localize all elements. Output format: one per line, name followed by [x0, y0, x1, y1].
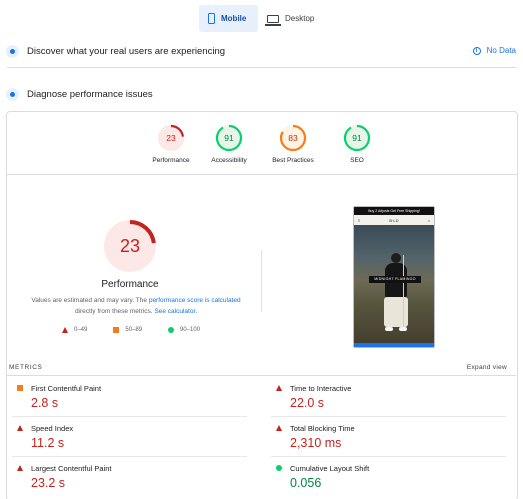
diagnose-title: Diagnose performance issues [27, 88, 153, 100]
triangle-icon [62, 327, 68, 333]
note-text-2: directly from these metrics. [74, 308, 153, 315]
score-legend: 0–49 50–89 90–100 [62, 327, 226, 333]
performance-gauge [157, 124, 185, 152]
diagnose-section-header: Diagnose performance issues [0, 84, 523, 104]
fail-triangle-icon [17, 465, 23, 471]
device-tabs: Mobile Desktop [199, 5, 323, 32]
preview-hero-image [354, 225, 434, 347]
accessibility-gauge [215, 124, 243, 152]
legend-pass: 90–100 [168, 327, 200, 333]
golf-club [403, 255, 404, 327]
metric-value: 2.8 s [31, 396, 59, 410]
tab-desktop-label: Desktop [285, 14, 315, 23]
phone-icon [208, 13, 215, 24]
category-seo[interactable]: 91 SEO [327, 124, 387, 164]
fail-triangle-icon [276, 385, 282, 391]
performance-score: 23 [166, 133, 176, 143]
category-best-practices[interactable]: 83 Best Practices [263, 124, 323, 164]
note-text-1: Values are estimated and may vary. The [31, 297, 148, 304]
metric-value: 11.2 s [31, 436, 65, 450]
circle-icon [168, 327, 175, 333]
lab-data-icon [6, 87, 19, 101]
metric-value: 22.0 s [290, 396, 325, 410]
legend-fail: 0–49 [62, 327, 87, 333]
metric-cumulative-layout-shift: Cumulative Layout Shift 0.056 [266, 457, 511, 497]
preview-logo: B·LD [389, 217, 399, 223]
card-divider [7, 174, 517, 175]
metric-value: 2,310 ms [290, 436, 342, 450]
seo-label: SEO [350, 157, 364, 164]
seo-score: 91 [352, 133, 362, 143]
legend-fail-range: 0–49 [74, 327, 88, 333]
discover-section-header: Discover what your real users are experi… [0, 41, 523, 61]
category-performance[interactable]: 23 Performance [141, 124, 201, 164]
seo-gauge [343, 124, 371, 152]
performance-main-title: Performance [101, 279, 159, 290]
performance-main-ring [104, 220, 156, 272]
accessibility-label: Accessibility [211, 157, 247, 164]
see-calculator-link[interactable]: See calculator. [154, 308, 198, 315]
info-icon: i [472, 46, 481, 55]
preview-banner: Buy 2 Adjusts Get Free Shipping! [354, 207, 434, 215]
expand-view-toggle[interactable]: Expand view [466, 364, 507, 371]
fail-triangle-icon [17, 425, 23, 431]
best-practices-gauge [279, 124, 307, 152]
score-calculated-link[interactable]: performance score is calculated [148, 297, 241, 304]
legend-pass-range: 90–100 [180, 327, 201, 333]
square-icon [113, 327, 120, 333]
category-accessibility[interactable]: 91 Accessibility [199, 124, 259, 164]
metric-label: Time to Interactive [290, 384, 352, 393]
metric-label: Speed Index [31, 424, 74, 433]
best-practices-score: 83 [288, 133, 298, 143]
fail-triangle-icon [276, 425, 282, 431]
tab-mobile[interactable]: Mobile [199, 5, 258, 32]
desktop-icon [265, 14, 281, 26]
metric-largest-contentful-paint: Largest Contentful Paint 23.2 s [7, 457, 252, 497]
pass-circle-icon [276, 465, 282, 471]
metric-total-blocking-time: Total Blocking Time 2,310 ms [266, 417, 511, 457]
metric-label: Total Blocking Time [290, 424, 355, 433]
metric-label: First Contentful Paint [31, 384, 102, 393]
metrics-divider [7, 375, 516, 376]
cart-icon: ⌂ [427, 217, 430, 223]
field-data-icon [6, 44, 19, 58]
performance-label: Performance [152, 157, 190, 164]
menu-icon: ≡ [358, 217, 361, 223]
tab-mobile-label: Mobile [221, 14, 247, 23]
report-card: 23 Performance 91 Accessibility 83 Best … [6, 111, 518, 499]
metric-value: 0.056 [290, 476, 322, 490]
no-data-label: No Data [486, 46, 516, 55]
discover-title: Discover what your real users are experi… [27, 45, 226, 57]
performance-main-gauge: 23 [103, 219, 157, 273]
metric-label: Cumulative Layout Shift [290, 464, 370, 473]
performance-main-score: 23 [119, 235, 141, 256]
best-practices-label: Best Practices [272, 157, 314, 164]
metrics-heading: METRICS [9, 364, 43, 371]
legend-average: 50–89 [113, 327, 142, 333]
average-square-icon [17, 385, 23, 391]
metric-label: Largest Contentful Paint [31, 464, 112, 473]
metric-speed-index: Speed Index 11.2 s [7, 417, 252, 457]
no-data-status[interactable]: i No Data [472, 46, 516, 55]
vertical-divider [261, 250, 262, 312]
preview-cta: MIDNIGHT FLAMINGO [369, 276, 421, 283]
metric-first-contentful-paint: First Contentful Paint 2.8 s [7, 377, 252, 417]
legend-average-range: 50–89 [125, 327, 143, 333]
preview-bottom-bar [354, 343, 434, 347]
tab-desktop[interactable]: Desktop [258, 5, 323, 32]
golfer-figure [382, 245, 410, 335]
page-screenshot: Buy 2 Adjusts Get Free Shipping! ≡ B·LD … [353, 206, 435, 348]
performance-note: Values are estimated and may vary. The p… [19, 295, 253, 317]
metric-time-to-interactive: Time to Interactive 22.0 s [266, 377, 511, 417]
accessibility-score: 91 [224, 133, 234, 143]
divider [7, 67, 516, 68]
metric-value: 23.2 s [31, 476, 66, 490]
preview-nav: ≡ B·LD ⌂ [354, 215, 434, 225]
